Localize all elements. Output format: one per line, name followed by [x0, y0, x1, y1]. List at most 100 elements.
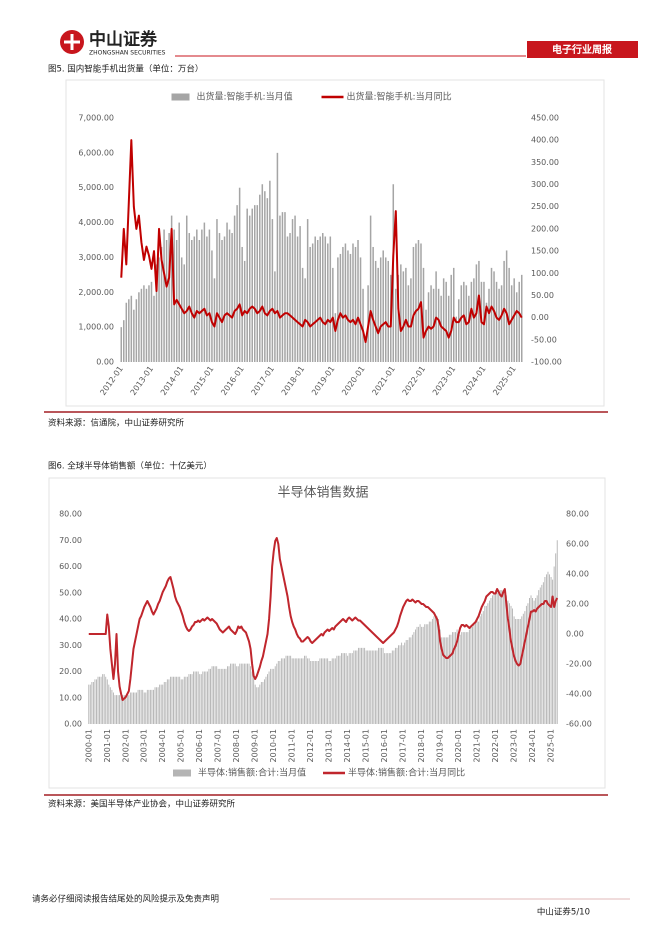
bar — [220, 668, 222, 724]
bar — [194, 671, 196, 724]
bar — [456, 629, 458, 724]
bar — [140, 689, 142, 724]
bar — [344, 243, 347, 362]
bar — [498, 288, 500, 362]
y2-tick-label: 150.00 — [531, 247, 559, 256]
bar — [171, 676, 173, 724]
bar — [217, 668, 219, 724]
bar — [241, 246, 243, 362]
bar — [416, 626, 418, 724]
bar — [405, 640, 407, 724]
chart-frame — [48, 477, 606, 789]
bar — [518, 619, 520, 724]
bar — [393, 650, 395, 724]
bar — [525, 605, 527, 724]
bar — [267, 674, 268, 724]
bar — [524, 611, 526, 724]
bar — [513, 616, 515, 724]
bar — [337, 257, 339, 362]
bar — [319, 236, 321, 362]
x-tick-label: 2024-01 — [528, 729, 537, 762]
bar — [330, 661, 332, 724]
bar — [191, 674, 193, 724]
bar — [122, 695, 124, 724]
bar — [250, 666, 252, 724]
bar — [158, 257, 160, 362]
bar — [313, 661, 315, 724]
bar — [435, 616, 436, 724]
page-number: 中山证券5/10 — [537, 907, 590, 918]
figure-caption: 图6. 全球半导体销售额（单位：十亿美元） — [48, 461, 212, 472]
bar — [396, 647, 398, 724]
bar — [289, 233, 291, 362]
bar — [91, 682, 93, 724]
bar — [422, 626, 424, 724]
bar — [364, 341, 367, 362]
bar — [143, 285, 145, 362]
bar — [482, 611, 484, 724]
bar — [185, 215, 188, 362]
bar — [357, 240, 359, 362]
bar — [345, 653, 347, 724]
x-tick-label: 2002-01 — [121, 729, 130, 762]
bar — [513, 278, 515, 362]
bar — [163, 682, 165, 724]
bar — [286, 236, 289, 362]
source: 资料来源：美国半导体产业协会，中山证券研究所 — [48, 799, 236, 810]
bar — [470, 626, 472, 724]
bar — [163, 229, 165, 362]
bar — [440, 295, 442, 362]
bar — [198, 240, 201, 362]
bar — [134, 692, 136, 724]
bar — [162, 684, 164, 724]
y2-tick-label: 40.00 — [566, 570, 589, 579]
bar — [183, 676, 185, 724]
bar — [413, 632, 415, 724]
bar — [339, 655, 341, 724]
bar — [475, 621, 477, 724]
y-tick-label: 2,000.00 — [78, 288, 114, 297]
bar — [96, 679, 97, 724]
bar — [131, 692, 133, 724]
bar — [274, 666, 276, 724]
bar — [382, 250, 384, 362]
bar — [493, 271, 495, 362]
bar — [512, 608, 514, 724]
y2-tick-label: -40.00 — [566, 690, 592, 699]
bar — [282, 658, 284, 724]
bar — [130, 295, 133, 362]
bar — [415, 243, 417, 362]
bar — [223, 668, 225, 724]
bar — [455, 316, 458, 362]
bar — [519, 619, 521, 724]
bar — [333, 658, 335, 724]
y2-tick-label: 20.00 — [566, 600, 589, 609]
bar — [461, 632, 463, 724]
bar — [430, 621, 432, 724]
bar — [356, 650, 358, 724]
bar — [394, 647, 396, 724]
x-tick-label: 2019-01 — [436, 729, 445, 762]
bar — [210, 668, 211, 724]
bar — [488, 288, 490, 362]
bar — [279, 215, 281, 362]
bar — [516, 619, 518, 724]
bar — [533, 600, 535, 724]
bar — [111, 689, 113, 724]
bar — [447, 637, 449, 724]
bar — [530, 595, 532, 724]
bar — [359, 647, 361, 724]
bar — [264, 191, 266, 362]
bar — [422, 267, 425, 362]
bar — [357, 647, 359, 724]
bar — [476, 619, 478, 724]
bar — [553, 566, 555, 724]
bar — [408, 637, 410, 724]
disclaimer: 请务必仔细阅读报告结尾处的风险提示及免责声明 — [32, 894, 219, 905]
bar — [349, 253, 352, 362]
y2-tick-label: 60.00 — [566, 540, 589, 549]
bar — [106, 679, 108, 724]
y-tick-label: 40.00 — [59, 615, 82, 624]
bar — [128, 299, 130, 362]
bar — [490, 598, 492, 724]
